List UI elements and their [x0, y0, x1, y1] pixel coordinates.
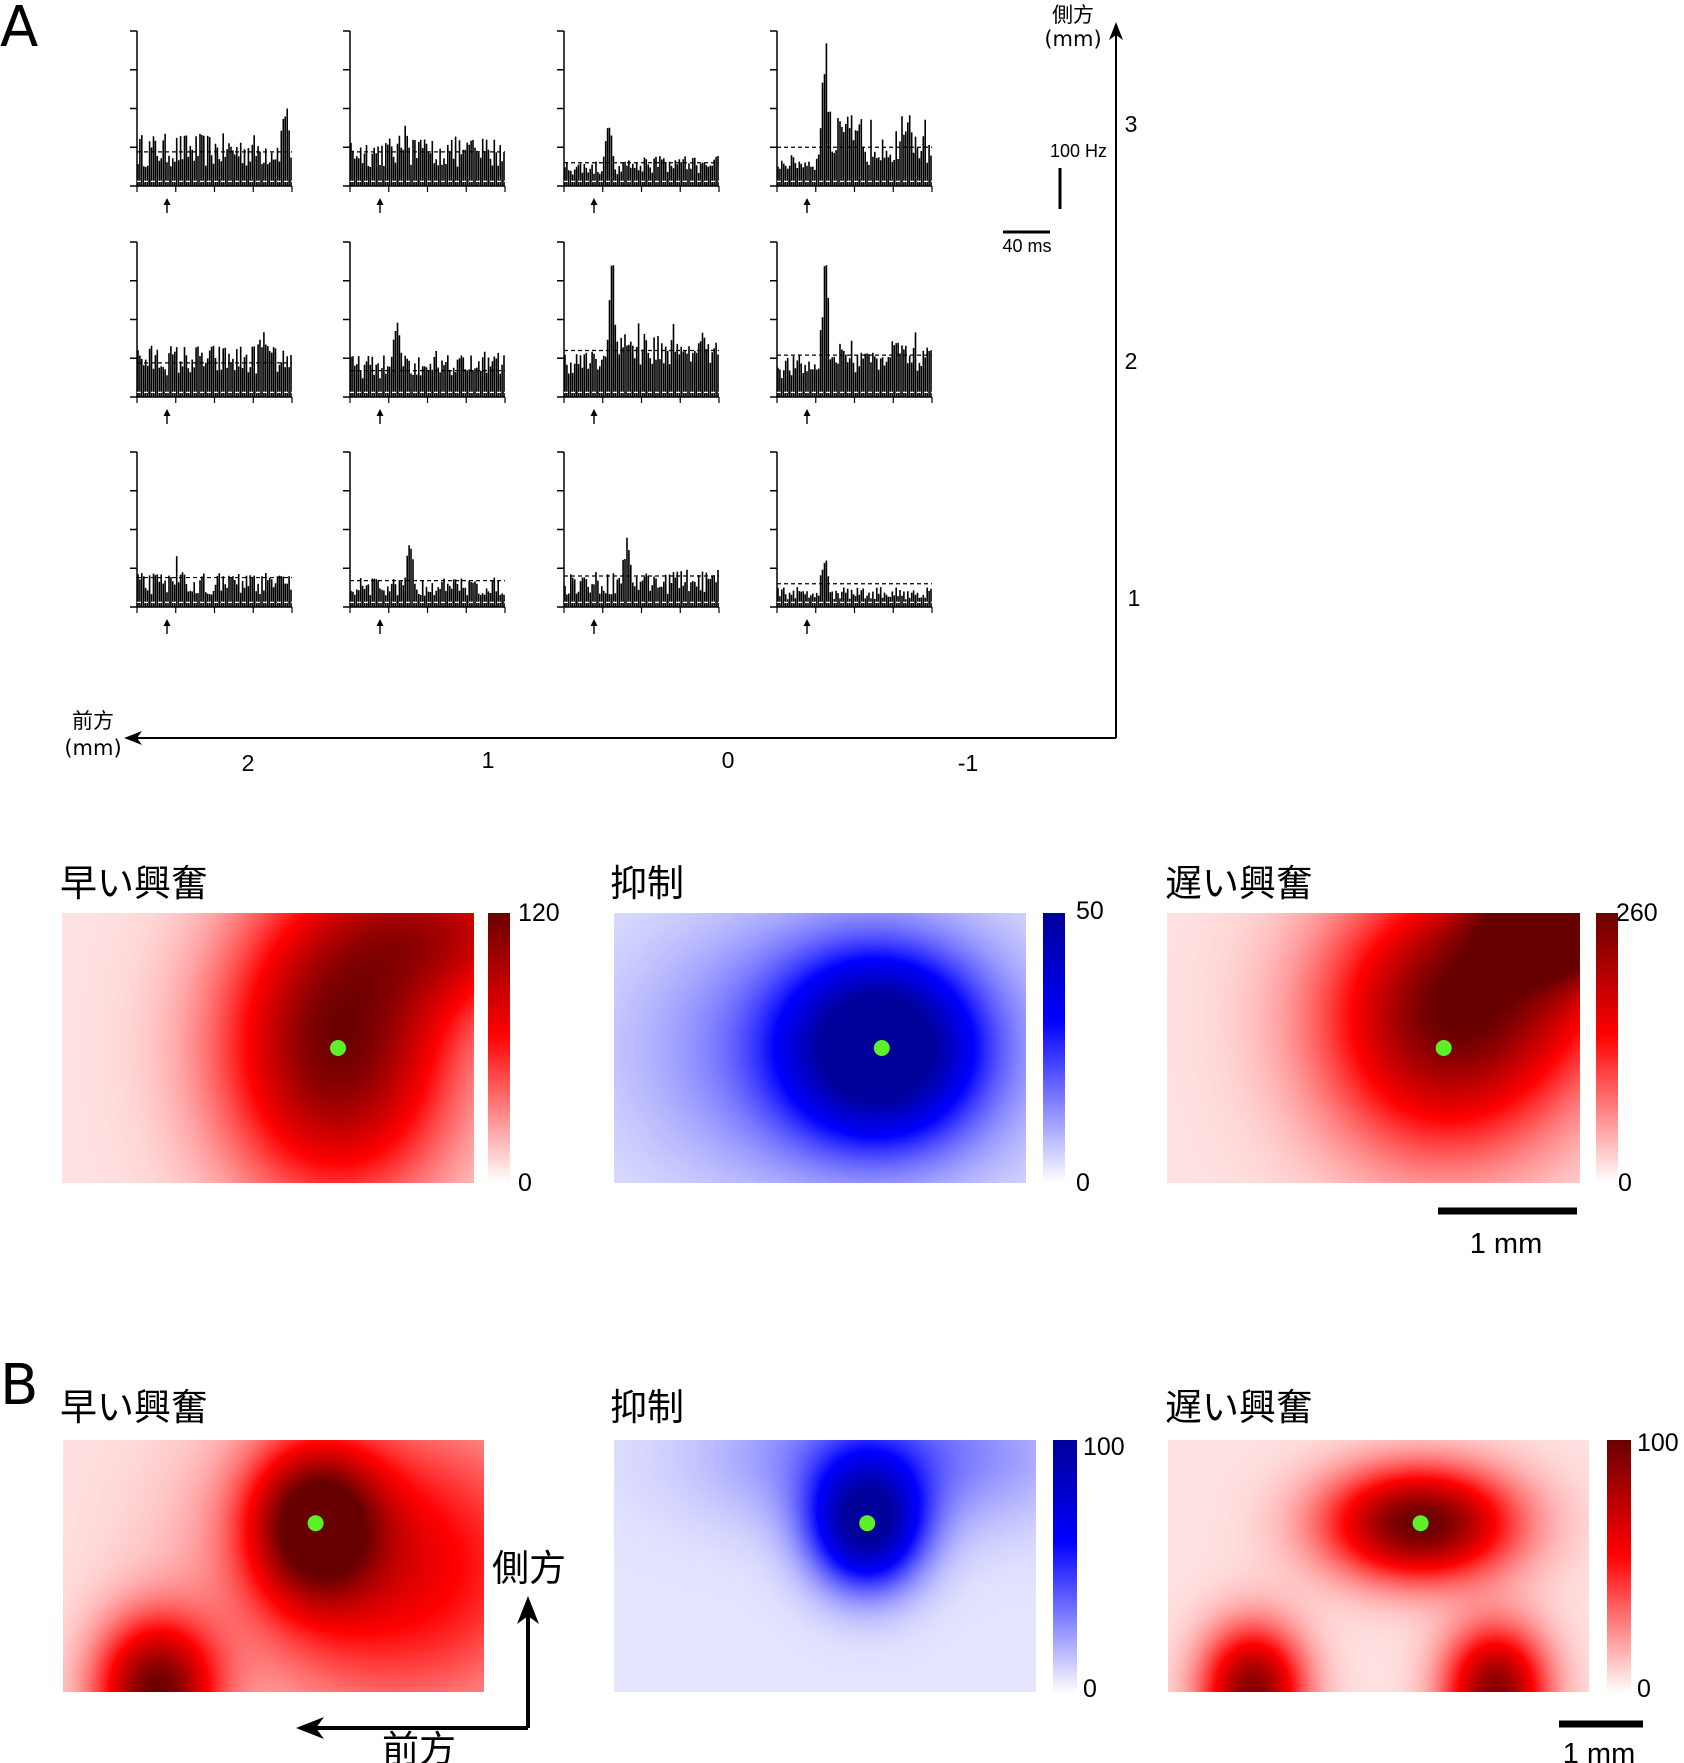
stimulus-arrow-icon — [803, 198, 811, 205]
psth-bars — [777, 560, 932, 607]
recording-site-marker — [873, 1040, 890, 1056]
heatmap-image — [1167, 913, 1580, 1183]
colorbar-min-label: 0 — [518, 1169, 532, 1197]
anterior-direction-label: 前方 — [382, 1728, 456, 1763]
psth-cell — [343, 30, 506, 213]
y-tick-label: 1 — [1128, 585, 1141, 611]
stimulus-arrow-icon — [590, 198, 598, 205]
recording-site-marker — [1435, 1040, 1452, 1056]
psth-bars — [564, 537, 719, 607]
map-title: 遅い興奮 — [1165, 1386, 1313, 1429]
grid-axes: 側方 (mm) 前方 (mm) 2 1 0 -1 3 2 1 100 Hz 40… — [64, 3, 1140, 776]
psth-cell — [557, 241, 720, 424]
psth-cell — [130, 241, 293, 424]
psth-cell — [770, 30, 933, 213]
colorbar-min-label: 0 — [1076, 1169, 1090, 1197]
heatmap-image — [63, 1440, 484, 1692]
recording-site-marker — [859, 1515, 876, 1532]
lateral-direction-arrow-icon — [517, 1596, 539, 1624]
stimulus-arrow-icon — [376, 619, 384, 626]
psth-bars — [350, 545, 505, 607]
stimulus-arrow-icon — [376, 409, 384, 416]
recording-site-marker — [330, 1040, 346, 1056]
colorbar-max-label: 100 — [1637, 1429, 1679, 1457]
x-tick-label: 0 — [722, 747, 735, 773]
colorbar-min-label: 0 — [1637, 1675, 1651, 1703]
map-title: 早い興奮 — [60, 1386, 208, 1429]
map-title: 早い興奮 — [60, 862, 208, 905]
lateral-axis-arrow-icon — [1109, 22, 1123, 40]
psth-bars — [350, 125, 505, 186]
panel-label-a: A — [0, 0, 38, 60]
stimulus-arrow-icon — [376, 198, 384, 205]
psth-cell — [770, 241, 933, 424]
colorbar-min-label: 0 — [1618, 1169, 1632, 1197]
psth-bars — [564, 265, 719, 397]
heatmap-image — [614, 1440, 1036, 1692]
stimulus-arrow-icon — [163, 409, 171, 416]
psth-cell — [130, 30, 293, 213]
x-tick-label: 1 — [482, 747, 495, 773]
stimulus-arrow-icon — [590, 409, 598, 416]
anterior-axis-unit: (mm) — [64, 736, 121, 760]
map-title: 抑制 — [610, 862, 684, 905]
lateral-axis-label: 側方 — [1052, 3, 1094, 27]
psth-bars — [777, 265, 932, 397]
heatmap-image — [62, 913, 474, 1183]
colorbar-max-label: 260 — [1616, 899, 1658, 927]
colorbar-early-excitation — [488, 913, 510, 1183]
x-tick-label: 2 — [242, 750, 255, 776]
mm-scalebar-label: 1 mm — [1563, 1738, 1636, 1763]
lateral-axis-unit: (mm) — [1044, 27, 1101, 51]
stimulus-arrow-icon — [590, 619, 598, 626]
heatmap-image — [614, 913, 1026, 1183]
psth-bars — [137, 332, 292, 397]
psth-bars — [137, 556, 292, 607]
panel-label-b: B — [0, 1353, 38, 1418]
x-tick-label: -1 — [958, 750, 978, 776]
y-tick-label: 3 — [1125, 111, 1138, 137]
lateral-direction-label: 側方 — [492, 1547, 566, 1590]
psth-bars — [350, 322, 505, 397]
recording-site-marker — [1412, 1515, 1429, 1532]
rate-scalebar-label: 100 Hz — [1050, 141, 1107, 161]
colorbar-late-excitation — [1596, 913, 1618, 1183]
stimulus-arrow-icon — [803, 409, 811, 416]
psth-cell — [343, 241, 506, 424]
stimulus-arrow-icon — [803, 619, 811, 626]
map-title: 抑制 — [610, 1386, 684, 1429]
anterior-direction-arrow-icon — [296, 1717, 324, 1739]
psth-cell — [770, 451, 933, 634]
time-scalebar-label: 40 ms — [1002, 236, 1051, 256]
colorbar-max-label: 120 — [518, 899, 560, 927]
heatmaps — [62, 913, 1589, 1692]
recording-site-marker — [307, 1515, 324, 1532]
heatmap-image — [1168, 1440, 1589, 1692]
colorbar-inhibition-b — [1053, 1440, 1077, 1694]
psth-grid — [130, 30, 933, 634]
mm-scalebar-label: 1 mm — [1470, 1228, 1543, 1260]
psth-bars — [564, 127, 719, 186]
psth-cell — [130, 451, 293, 634]
colorbar-inhibition — [1043, 913, 1065, 1183]
colorbar-min-label: 0 — [1083, 1675, 1097, 1703]
colorbar-late-excitation-b — [1607, 1440, 1631, 1694]
psth-bars — [137, 108, 292, 186]
stimulus-arrow-icon — [163, 619, 171, 626]
map-title: 遅い興奮 — [1165, 862, 1313, 905]
psth-cell — [343, 451, 506, 634]
y-tick-label: 2 — [1125, 348, 1138, 374]
psth-cell — [557, 451, 720, 634]
psth-cell — [557, 30, 720, 213]
colorbar-max-label: 100 — [1083, 1433, 1125, 1461]
anterior-axis-label: 前方 — [72, 709, 114, 733]
anterior-axis-arrow-icon — [124, 731, 142, 745]
psth-bars — [777, 43, 932, 186]
stimulus-arrow-icon — [163, 198, 171, 205]
colorbar-max-label: 50 — [1076, 897, 1104, 925]
